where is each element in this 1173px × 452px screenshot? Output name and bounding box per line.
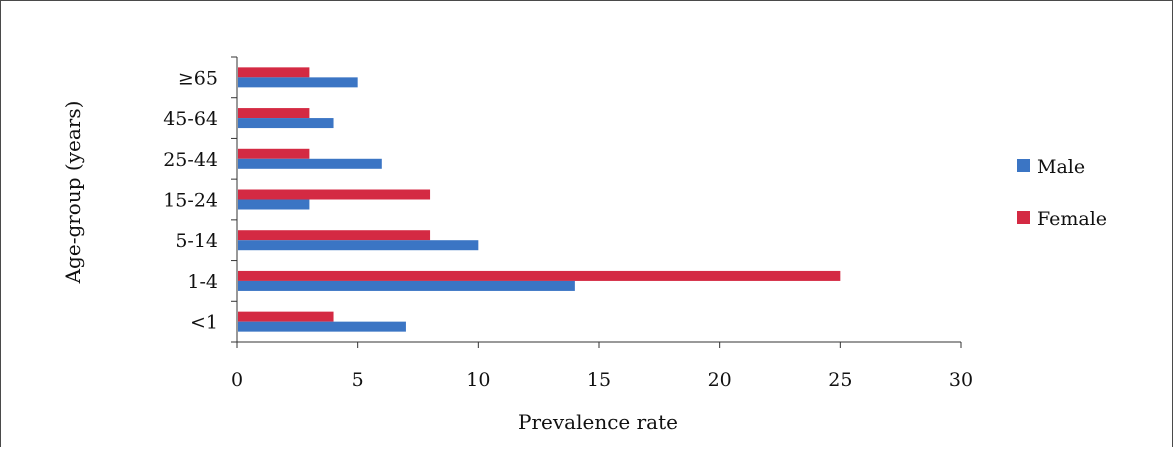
- x-tick-label: 15: [587, 369, 611, 391]
- y-tick-label: <1: [190, 312, 218, 334]
- y-tick-label: 1-4: [187, 271, 218, 293]
- legend-label: Female: [1037, 208, 1107, 230]
- bar-male: [238, 199, 310, 210]
- x-tick-label: 5: [352, 369, 364, 391]
- legend-swatch: [1017, 211, 1030, 224]
- chart-bars: [238, 67, 841, 332]
- y-tick-label: 25-44: [163, 149, 218, 171]
- bar-female: [238, 148, 310, 159]
- bar-male: [238, 321, 406, 332]
- y-tick-label: ≥65: [178, 67, 218, 89]
- x-axis-title: Prevalence rate: [518, 410, 678, 434]
- bar-male: [238, 158, 382, 169]
- bar-female: [238, 311, 334, 322]
- bar-male: [238, 77, 358, 88]
- chart-legend: Male Female: [1017, 156, 1107, 230]
- bar-male: [238, 240, 479, 251]
- y-tick-label: 45-64: [163, 108, 218, 130]
- y-tick-label: 5-14: [175, 230, 218, 252]
- chart-axes: <1 1-4 5-14 15-24 25-44 45-64 ≥65 0 5 10 15 20 25 30: [163, 56, 973, 391]
- y-axis-title: Age-group (years): [61, 101, 85, 285]
- legend-label: Male: [1037, 156, 1085, 178]
- x-tick-label: 0: [231, 369, 243, 391]
- bar-female: [238, 67, 310, 78]
- bar-female: [238, 108, 310, 119]
- bar-female: [238, 189, 431, 200]
- bar-male: [238, 118, 334, 129]
- x-tick-label: 10: [466, 369, 490, 391]
- bar-female: [238, 270, 841, 281]
- x-tick-label: 25: [828, 369, 852, 391]
- x-tick-label: 20: [708, 369, 732, 391]
- bar-female: [238, 230, 431, 241]
- legend-swatch: [1017, 159, 1030, 172]
- y-tick-label: 15-24: [163, 190, 218, 212]
- bar-male: [238, 280, 575, 291]
- x-tick-label: 30: [949, 369, 973, 391]
